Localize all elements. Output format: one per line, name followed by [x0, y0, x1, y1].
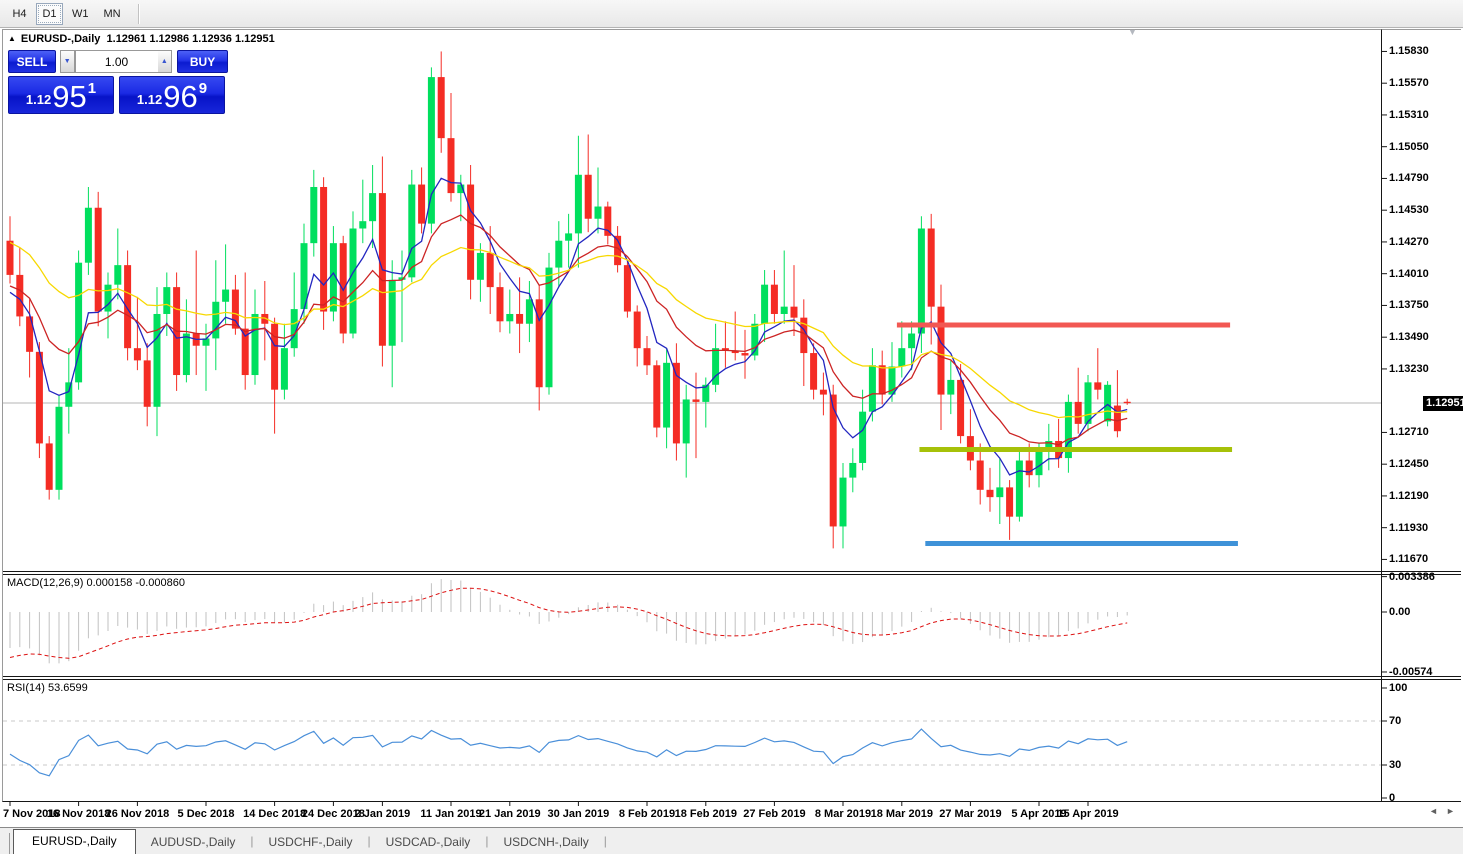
- price-axis-tick: 1.11670: [1389, 553, 1429, 566]
- rsi-indicator-label: RSI(14) 53.6599: [7, 682, 88, 694]
- buy-price-display[interactable]: 1.12 96 9: [119, 76, 225, 114]
- date-axis-label: 24 Dec 2018: [301, 808, 365, 820]
- moving-average-line-14: [9, 214, 1128, 446]
- triangle-down-icon: ▼: [63, 58, 71, 65]
- sell-price-display[interactable]: 1.12 95 1: [8, 76, 114, 114]
- volume-input[interactable]: [74, 50, 158, 73]
- chart-tab-usdcad[interactable]: USDCAD-,Daily: [385, 835, 471, 849]
- date-axis-label: 8 Feb 2019: [618, 808, 676, 820]
- rsi-axis-tick: 30: [1389, 759, 1402, 771]
- date-axis-label: 14 Dec 2018: [243, 808, 307, 820]
- date-axis-label: 27 Feb 2019: [743, 808, 806, 820]
- chart-symbol-label: EURUSD-,Daily: [20, 33, 101, 45]
- tabbar-edge-notch: [9, 833, 10, 854]
- triangle-up-icon: ▲: [160, 58, 168, 65]
- date-axis-label: 21 Jan 2019: [478, 808, 541, 820]
- price-axis-tick: 1.14010: [1389, 267, 1429, 280]
- volume-decrease-button[interactable]: ▼: [59, 50, 75, 73]
- price-axis-tick: 1.15310: [1389, 108, 1429, 121]
- price-axis-tick: 1.13230: [1389, 362, 1429, 375]
- sell-price-prefix: 1.12: [25, 92, 52, 107]
- chart-title: ▲ EURUSD-,Daily 1.12961 1.12986 1.12936 1…: [8, 33, 275, 45]
- buy-price-big-digits: 96: [163, 79, 198, 114]
- macd-axis-tick: 0.00: [1389, 606, 1411, 618]
- sell-price-pipette: 1: [87, 80, 97, 97]
- date-axis-label: 15 Apr 2019: [1057, 808, 1119, 820]
- buy-price-pipette: 9: [198, 80, 208, 97]
- date-axis-label: 8 Mar 2019: [814, 808, 872, 820]
- macd-indicator-label: MACD(12,26,9) 0.000158 -0.000860: [7, 577, 185, 589]
- price-axis-tick: 1.14530: [1389, 204, 1429, 217]
- rsi-axis-tick: 0: [1389, 792, 1396, 804]
- timeframe-mn-button[interactable]: MN: [98, 3, 127, 25]
- timeframe-h4-button[interactable]: H4: [6, 3, 33, 25]
- macd-histogram: [9, 579, 1128, 664]
- buy-price-prefix: 1.12: [136, 92, 163, 107]
- date-axis-label: 5 Dec 2018: [177, 808, 235, 820]
- chart-tab-usdcnh[interactable]: USDCNH-,Daily: [503, 835, 589, 849]
- chart-tab-audusd[interactable]: AUDUSD-,Daily: [150, 835, 236, 849]
- date-axis-label: 27 Mar 2019: [939, 808, 1002, 820]
- one-click-trading-panel: SELL ▼ ▲ BUY 1.12 95 1 1.12 96 9: [8, 50, 228, 114]
- rsi-axis-tick: 100: [1389, 682, 1408, 694]
- toolbar-separator: [137, 3, 140, 24]
- chart-shift-marker-icon[interactable]: ▼: [1128, 27, 1137, 37]
- date-axis-label: 11 Jan 2019: [420, 808, 482, 820]
- tab-separator: |: [485, 834, 489, 848]
- price-axis-tick: 1.14270: [1389, 235, 1429, 248]
- one-click-order-row: SELL ▼ ▲ BUY: [8, 50, 228, 73]
- date-axis-label: 7 Nov 2018: [3, 808, 61, 820]
- date-axis-label: 30 Jan 2019: [547, 808, 610, 820]
- price-axis-tick: 1.14790: [1389, 172, 1429, 185]
- sell-price-big-digits: 95: [52, 79, 87, 114]
- chart-tab-usdchf[interactable]: USDCHF-,Daily: [268, 835, 353, 849]
- chart-ohlc-values: 1.12961 1.12986 1.12936 1.12951: [106, 33, 275, 45]
- chart-tab-eurusd[interactable]: EURUSD-,Daily: [13, 829, 136, 854]
- price-axis-tick: 1.13490: [1389, 331, 1429, 344]
- collapse-panel-icon[interactable]: ▲: [8, 34, 16, 43]
- price-axis-tick: 1.12450: [1389, 458, 1429, 471]
- price-axis-tick: 1.13750: [1389, 299, 1429, 312]
- scroll-right-button[interactable]: ►: [1446, 806, 1455, 816]
- one-click-price-row: 1.12 95 1 1.12 96 9: [8, 76, 228, 114]
- price-axis-tick: 1.12190: [1389, 489, 1429, 502]
- buy-button[interactable]: BUY: [177, 50, 228, 73]
- date-axis-label: 5 Apr 2019: [1011, 808, 1067, 820]
- price-axis-tick: 1.12710: [1389, 426, 1429, 439]
- date-axis-label: 26 Nov 2018: [105, 808, 170, 820]
- date-axis-label: 18 Feb 2019: [674, 808, 737, 820]
- date-axis-label: 2 Jan 2019: [354, 808, 411, 820]
- date-axis-label: 16 Nov 2018: [46, 808, 111, 820]
- candlestick-series: [6, 51, 1131, 549]
- macd-signal-line: [9, 587, 1128, 659]
- scroll-left-button[interactable]: ◄: [1429, 806, 1438, 816]
- price-axis-tick: 1.15830: [1389, 45, 1429, 58]
- macd-axis-tick: 0.003386: [1389, 570, 1435, 583]
- moving-average-line-28: [9, 241, 1128, 419]
- sell-button[interactable]: SELL: [8, 50, 56, 73]
- timeframe-w1-button[interactable]: W1: [66, 3, 95, 25]
- timeframe-toolbar: H4 D1 W1 MN: [0, 0, 1463, 28]
- macd-axis-tick: -0.00574: [1389, 665, 1433, 678]
- price-axis-tick: 1.11930: [1389, 521, 1429, 534]
- volume-increase-button[interactable]: ▲: [157, 50, 173, 73]
- tab-separator: |: [367, 834, 371, 848]
- current-price-tag: 1.12951: [1423, 395, 1463, 411]
- date-axis-label: 18 Mar 2019: [870, 808, 933, 820]
- chart-tab-bar: EURUSD-,Daily AUDUSD-,Daily | USDCHF-,Daily…: [0, 827, 1463, 854]
- rsi-axis-tick: 70: [1389, 715, 1402, 727]
- price-axis-tick: 1.15050: [1389, 140, 1429, 153]
- price-axis-tick: 1.15570: [1389, 77, 1429, 90]
- tab-separator: |: [603, 834, 607, 848]
- timeframe-d1-button[interactable]: D1: [36, 2, 63, 25]
- tab-separator: |: [250, 834, 254, 848]
- rsi-line: [9, 728, 1128, 777]
